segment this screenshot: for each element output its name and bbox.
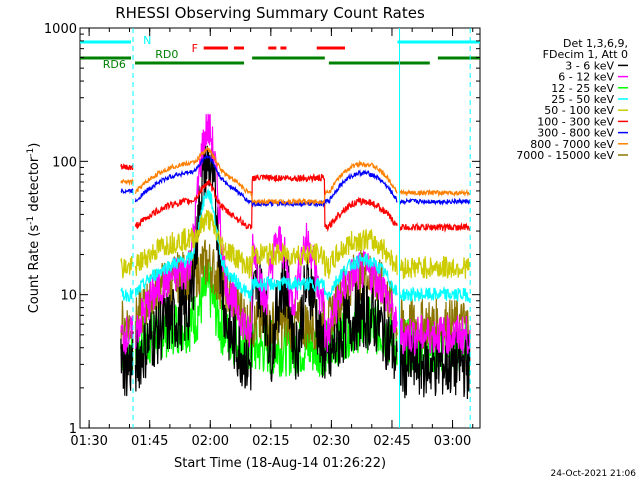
legend-header: Det 1,3,6,9, <box>563 37 628 50</box>
y-tick-label: 100 <box>52 155 77 170</box>
x-tick-label: 02:00 <box>192 434 229 449</box>
axes: 01:30 01:45 02:00 02:15 02:30 02:45 03:00 1 10 10… <box>44 22 480 449</box>
y-axis-label-main: Count Rate (s <box>27 225 42 314</box>
x-tick-label: 02:15 <box>252 434 289 449</box>
legend-label: 300 - 800 keV <box>537 127 614 140</box>
observing-flags: N F RD0 RD6 <box>80 28 480 428</box>
x-tick-label: 02:45 <box>373 434 410 449</box>
y-axis-label-end: ) <box>27 143 42 148</box>
series-line-4 <box>120 209 471 280</box>
legend-label: 12 - 25 keV <box>551 82 614 95</box>
x-tick-label: 02:30 <box>313 434 350 449</box>
y-tick-label: 1 <box>69 422 77 437</box>
legend-label: 7000 - 15000 keV <box>516 149 614 162</box>
x-tick-label: 01:30 <box>70 434 107 449</box>
legend-label: 100 - 300 keV <box>537 115 614 128</box>
series-line-1 <box>120 113 471 355</box>
x-axis-label: Start Time (18-Aug-14 01:26:22) <box>174 456 386 471</box>
series-group <box>120 113 471 400</box>
legend-label: 800 - 7000 keV <box>530 138 614 151</box>
x-tick-label: 01:45 <box>131 434 168 449</box>
plot-border <box>79 27 481 429</box>
night-flag-label: N <box>143 34 151 47</box>
plot-frame <box>79 27 481 429</box>
rd6-flag-label: RD6 <box>103 58 126 71</box>
legend-label: 3 - 6 keV <box>565 59 614 72</box>
x-tick-label: 03:00 <box>434 434 471 449</box>
series-line-5 <box>120 163 471 233</box>
timestamp: 24-Oct-2021 21:06 <box>551 469 637 479</box>
y-axis-label: Count Rate (s-1 detector-1) <box>26 143 42 314</box>
y-tick-label: 1000 <box>44 22 77 37</box>
legend-label: 50 - 100 keV <box>544 104 614 117</box>
legend-label: 6 - 12 keV <box>558 71 614 84</box>
series-line-3 <box>120 187 471 304</box>
series-line-7 <box>120 146 471 206</box>
legend-label: 25 - 50 keV <box>551 93 614 106</box>
series-line-6 <box>120 154 471 208</box>
y-axis-label-sup: -1 <box>26 216 36 225</box>
y-tick-label: 10 <box>60 289 77 304</box>
chart-title: RHESSI Observing Summary Count Rates <box>115 4 425 22</box>
rd0-flag-label: RD0 <box>155 48 178 61</box>
flare-flag-label: F <box>192 42 198 55</box>
y-axis-label-sup2: -1 <box>26 148 36 157</box>
y-axis-label-mid: detector <box>27 156 42 216</box>
legend-header: FDecim 1, Att 0 <box>543 48 628 61</box>
